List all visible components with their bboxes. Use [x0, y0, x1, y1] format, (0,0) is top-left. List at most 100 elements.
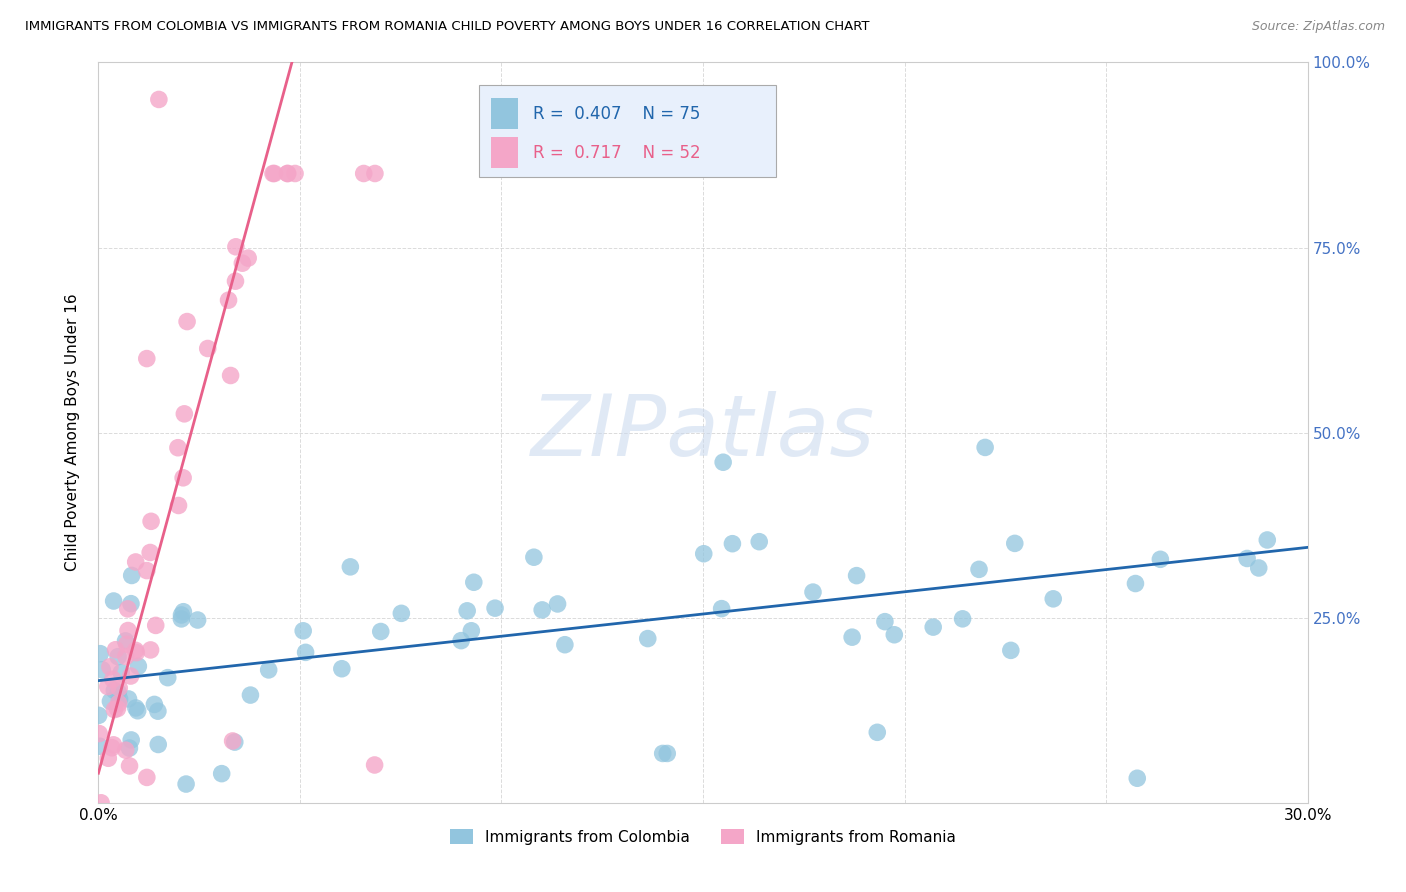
Point: [143, 698, 166, 712]
Point: [1247, 561, 1270, 575]
Text: R =  0.407    N = 75: R = 0.407 N = 75: [533, 104, 700, 122]
Point: [1004, 536, 1026, 550]
Point: [101, 673, 124, 687]
Point: [922, 620, 945, 634]
Point: [1149, 552, 1171, 566]
Point: [118, 759, 141, 773]
Point: [139, 643, 162, 657]
Point: [218, 293, 240, 308]
Point: [107, 696, 129, 710]
Point: [89, 647, 111, 661]
Point: [284, 166, 307, 180]
Point: [108, 681, 131, 695]
Point: [801, 585, 824, 599]
Point: [845, 568, 868, 582]
Point: [221, 734, 243, 748]
Point: [257, 663, 280, 677]
Point: [176, 314, 198, 328]
Point: [114, 743, 136, 757]
Point: [114, 649, 136, 664]
Point: [125, 646, 148, 660]
Point: [97, 680, 120, 694]
Point: [330, 662, 353, 676]
Point: [952, 612, 974, 626]
Point: [135, 771, 157, 785]
Point: [231, 256, 253, 270]
Point: [108, 691, 131, 706]
Point: [114, 634, 136, 648]
Point: [531, 603, 554, 617]
Point: [1125, 576, 1147, 591]
Y-axis label: Child Poverty Among Boys Under 16: Child Poverty Among Boys Under 16: [65, 293, 80, 572]
Point: [460, 624, 482, 638]
Point: [710, 601, 733, 615]
Point: [135, 564, 157, 578]
Point: [103, 594, 125, 608]
Point: [170, 612, 193, 626]
Point: [339, 559, 361, 574]
Point: [1000, 643, 1022, 657]
Point: [170, 607, 193, 622]
Point: [91, 663, 114, 677]
FancyBboxPatch shape: [479, 85, 776, 178]
Point: [841, 630, 863, 644]
Point: [124, 643, 146, 657]
Point: [211, 766, 233, 780]
Point: [1256, 533, 1278, 547]
Point: [87, 708, 110, 723]
Point: [389, 607, 412, 621]
Point: [721, 537, 744, 551]
Point: [107, 649, 129, 664]
Point: [167, 499, 190, 513]
Point: [127, 659, 149, 673]
Point: [107, 685, 129, 699]
Point: [103, 738, 125, 752]
Point: [224, 274, 246, 288]
Point: [135, 351, 157, 366]
Point: [173, 407, 195, 421]
Point: [363, 758, 385, 772]
Point: [98, 660, 121, 674]
Point: [145, 618, 167, 632]
Point: [148, 738, 170, 752]
Point: [239, 688, 262, 702]
Point: [353, 166, 375, 180]
Point: [125, 555, 148, 569]
Point: [967, 562, 990, 576]
Point: [89, 739, 111, 754]
Point: [174, 777, 197, 791]
Text: R =  0.717    N = 52: R = 0.717 N = 52: [533, 144, 700, 161]
Point: [364, 166, 387, 180]
Point: [101, 740, 124, 755]
Point: [547, 597, 569, 611]
Point: [97, 751, 120, 765]
Bar: [492, 137, 517, 169]
Point: [156, 671, 179, 685]
Point: [118, 741, 141, 756]
Point: [224, 735, 246, 749]
Point: [277, 166, 299, 180]
Point: [90, 796, 112, 810]
Point: [1126, 771, 1149, 785]
Point: [292, 624, 315, 638]
Point: [148, 92, 170, 106]
Point: [100, 694, 122, 708]
Point: [866, 725, 889, 739]
Point: [463, 575, 485, 590]
Point: [107, 701, 129, 715]
Point: [139, 514, 162, 528]
Point: [120, 733, 142, 747]
Point: [450, 633, 472, 648]
Point: [693, 547, 716, 561]
Point: [225, 240, 247, 254]
Point: [167, 441, 190, 455]
Point: [554, 638, 576, 652]
Legend: Immigrants from Colombia, Immigrants from Romania: Immigrants from Colombia, Immigrants fro…: [444, 822, 962, 851]
Point: [117, 624, 139, 638]
Point: [637, 632, 659, 646]
Point: [104, 642, 127, 657]
Point: [883, 628, 905, 642]
Text: IMMIGRANTS FROM COLOMBIA VS IMMIGRANTS FROM ROMANIA CHILD POVERTY AMONG BOYS UND: IMMIGRANTS FROM COLOMBIA VS IMMIGRANTS F…: [25, 20, 870, 33]
Point: [263, 166, 285, 180]
Point: [120, 669, 142, 683]
